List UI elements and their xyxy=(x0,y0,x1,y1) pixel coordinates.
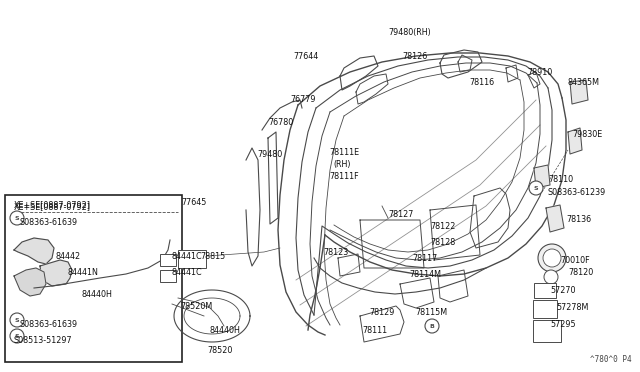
Text: 78111F: 78111F xyxy=(329,172,358,181)
Text: XE+SE[0887-0792]: XE+SE[0887-0792] xyxy=(14,200,91,209)
Text: 78520M: 78520M xyxy=(180,302,212,311)
Text: 78117: 78117 xyxy=(412,254,437,263)
Text: 84440H: 84440H xyxy=(82,290,113,299)
Polygon shape xyxy=(568,128,582,154)
Text: 78123: 78123 xyxy=(323,248,348,257)
FancyBboxPatch shape xyxy=(160,254,176,266)
Text: 84440H: 84440H xyxy=(210,326,241,335)
Circle shape xyxy=(543,249,561,267)
Text: ^780^0 P4: ^780^0 P4 xyxy=(590,355,632,364)
Text: 77644: 77644 xyxy=(293,52,318,61)
FancyBboxPatch shape xyxy=(533,300,557,318)
Polygon shape xyxy=(14,268,46,296)
Text: 78111: 78111 xyxy=(362,326,387,335)
Text: S08363-61639: S08363-61639 xyxy=(20,320,78,329)
Text: 57278M: 57278M xyxy=(556,303,588,312)
Text: S: S xyxy=(15,317,19,323)
Polygon shape xyxy=(534,165,550,188)
Text: S08513-51297: S08513-51297 xyxy=(14,336,72,345)
Polygon shape xyxy=(40,260,72,286)
Text: 76779: 76779 xyxy=(290,95,316,104)
Circle shape xyxy=(10,329,24,343)
Circle shape xyxy=(425,319,439,333)
Circle shape xyxy=(529,181,543,195)
Text: 78110: 78110 xyxy=(548,175,573,184)
Text: 78111E: 78111E xyxy=(329,148,359,157)
Circle shape xyxy=(544,270,558,284)
Text: 78128: 78128 xyxy=(430,238,455,247)
FancyBboxPatch shape xyxy=(160,270,176,282)
Text: 79480(RH): 79480(RH) xyxy=(388,28,431,37)
Circle shape xyxy=(10,211,24,225)
Text: (RH): (RH) xyxy=(333,160,351,169)
Text: 70010F: 70010F xyxy=(560,256,589,265)
Text: 76780: 76780 xyxy=(268,118,293,127)
FancyBboxPatch shape xyxy=(178,250,206,268)
Text: 84441N: 84441N xyxy=(68,268,99,277)
Text: B: B xyxy=(429,324,435,328)
Text: 78815: 78815 xyxy=(200,252,225,261)
Text: 78136: 78136 xyxy=(566,215,591,224)
Text: 84441C: 84441C xyxy=(172,268,203,277)
Text: XE+SE[0887-0792]: XE+SE[0887-0792] xyxy=(14,202,91,211)
Text: S: S xyxy=(15,215,19,221)
Text: 78126: 78126 xyxy=(402,52,428,61)
Text: 57295: 57295 xyxy=(550,320,575,329)
Circle shape xyxy=(538,244,566,272)
Text: 78910: 78910 xyxy=(527,68,552,77)
Text: S: S xyxy=(534,186,538,190)
Text: 78122: 78122 xyxy=(430,222,456,231)
Text: 78127: 78127 xyxy=(388,210,413,219)
Text: 84442: 84442 xyxy=(56,252,81,261)
Text: 78129: 78129 xyxy=(369,308,394,317)
Circle shape xyxy=(10,313,24,327)
Text: S08363-61239: S08363-61239 xyxy=(548,188,606,197)
Polygon shape xyxy=(546,205,564,232)
Text: S: S xyxy=(15,334,19,339)
Text: 79480: 79480 xyxy=(257,150,282,159)
Polygon shape xyxy=(246,148,260,266)
FancyBboxPatch shape xyxy=(534,283,556,298)
Text: 84365M: 84365M xyxy=(568,78,600,87)
Text: S08363-61639: S08363-61639 xyxy=(20,218,78,227)
Text: 78120: 78120 xyxy=(568,268,593,277)
Text: 79830E: 79830E xyxy=(572,130,602,139)
FancyBboxPatch shape xyxy=(5,195,182,362)
Text: 84441C: 84441C xyxy=(172,252,203,261)
Text: 78116: 78116 xyxy=(469,78,494,87)
Text: 57270: 57270 xyxy=(550,286,575,295)
Polygon shape xyxy=(14,238,54,264)
Text: 78115M: 78115M xyxy=(415,308,447,317)
FancyBboxPatch shape xyxy=(533,320,561,342)
Polygon shape xyxy=(570,80,588,104)
Text: 77645: 77645 xyxy=(181,198,206,207)
Text: 78520: 78520 xyxy=(207,346,232,355)
Text: 78114M: 78114M xyxy=(409,270,441,279)
